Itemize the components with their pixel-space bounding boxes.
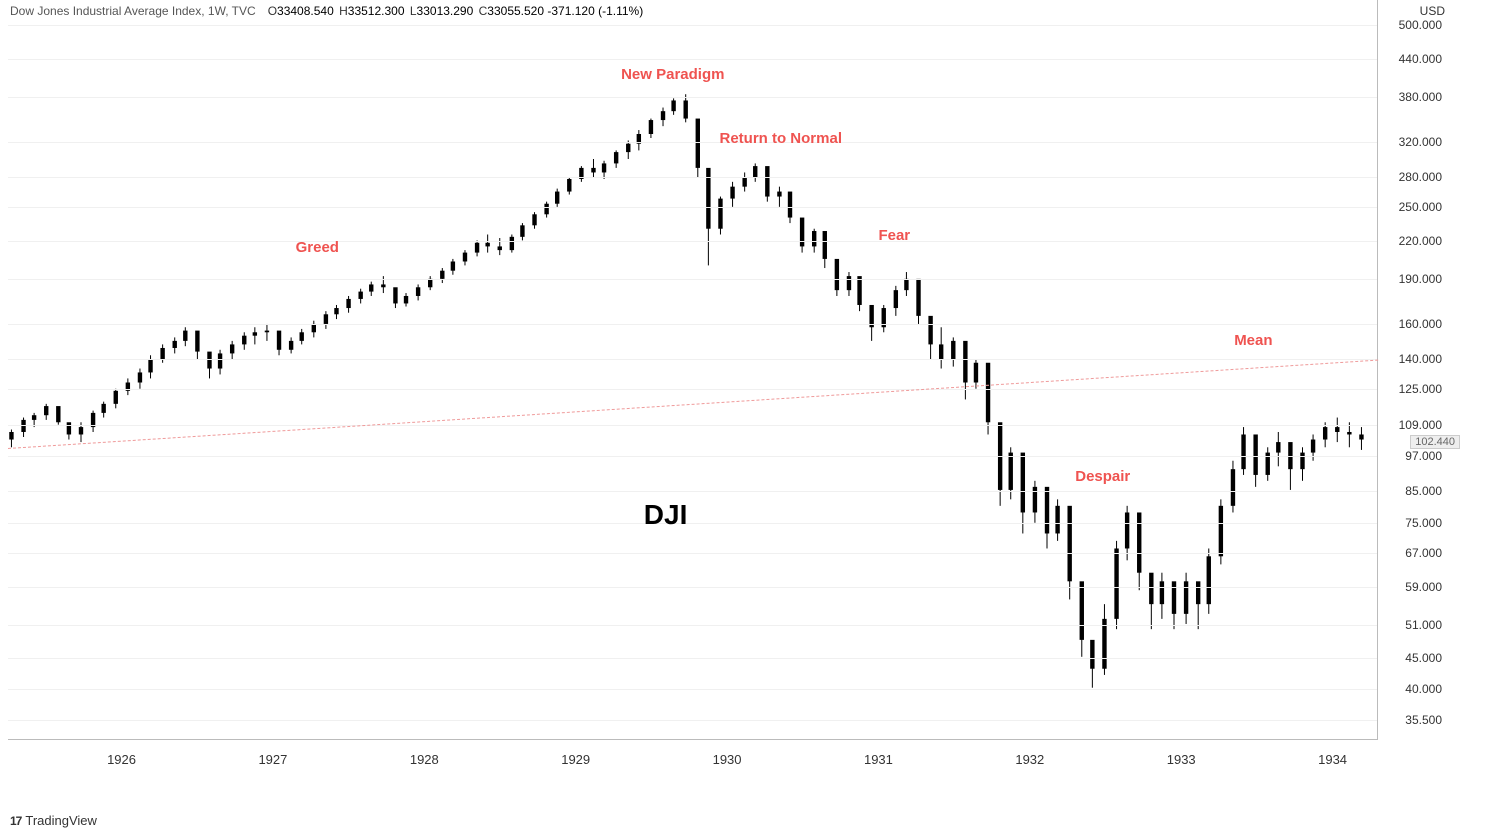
y-tick-label: 109.000: [1399, 418, 1442, 432]
annotation-greed[interactable]: Greed: [296, 239, 339, 256]
y-tick-label: 220.000: [1399, 234, 1442, 248]
annotation-new-paradigm[interactable]: New Paradigm: [621, 66, 724, 83]
y-tick-label: 59.000: [1405, 580, 1442, 594]
price-change: -371.120 (-1.11%): [547, 4, 643, 18]
x-tick-label: 1933: [1167, 752, 1196, 767]
x-tick-label: 1929: [561, 752, 590, 767]
annotation-return-to-normal[interactable]: Return to Normal: [719, 130, 842, 147]
y-tick-label: 35.500: [1405, 713, 1442, 727]
y-axis[interactable]: USD 500.000 440.000 380.000 320.000 280.000 2…: [1380, 0, 1500, 740]
x-tick-label: 1928: [410, 752, 439, 767]
y-tick-label: 280.000: [1399, 170, 1442, 184]
chart-plot-area[interactable]: Greed New Paradigm Return to Normal Fear Mea…: [8, 0, 1378, 740]
chart-header: Dow Jones Industrial Average Index, 1W, …: [10, 4, 643, 18]
annotation-mean[interactable]: Mean: [1234, 332, 1272, 349]
brand-label[interactable]: TradingView: [25, 813, 97, 828]
x-tick-label: 1934: [1318, 752, 1347, 767]
y-tick-label: 190.000: [1399, 272, 1442, 286]
y-tick-label: 320.000: [1399, 135, 1442, 149]
y-tick-label: 380.000: [1399, 90, 1442, 104]
tradingview-logo-icon: 17: [10, 814, 21, 828]
price-series: [8, 0, 1377, 739]
x-tick-label: 1930: [713, 752, 742, 767]
annotation-fear[interactable]: Fear: [878, 227, 910, 244]
chart-footer: 17 TradingView: [10, 813, 97, 828]
y-tick-label: 85.000: [1405, 484, 1442, 498]
annotation-despair[interactable]: Despair: [1075, 468, 1130, 485]
instrument-title[interactable]: Dow Jones Industrial Average Index, 1W, …: [10, 4, 256, 18]
y-tick-label: 500.000: [1399, 18, 1442, 32]
x-tick-label: 1932: [1015, 752, 1044, 767]
y-tick-label: 67.000: [1405, 546, 1442, 560]
y-tick-label: 97.000: [1405, 449, 1442, 463]
y-tick-label: 75.000: [1405, 516, 1442, 530]
x-tick-label: 1931: [864, 752, 893, 767]
x-tick-label: 1927: [258, 752, 287, 767]
x-axis[interactable]: 1926 1927 1928 1929 1930 1931 1932 1933 1934: [8, 740, 1378, 770]
y-tick-label: 140.000: [1399, 352, 1442, 366]
ohlc-block: O33408.540 H33512.300 L33013.290 C33055.…: [266, 4, 644, 18]
y-tick-label: 250.000: [1399, 200, 1442, 214]
x-tick-label: 1926: [107, 752, 136, 767]
y-tick-label: 160.000: [1399, 317, 1442, 331]
y-tick-label: 45.000: [1405, 651, 1442, 665]
current-price-marker: 102.440: [1410, 435, 1460, 449]
y-tick-label: 51.000: [1405, 618, 1442, 632]
y-tick-label: 440.000: [1399, 52, 1442, 66]
y-tick-label: 40.000: [1405, 682, 1442, 696]
y-tick-label: 125.000: [1399, 382, 1442, 396]
instrument-symbol-label: DJI: [644, 499, 688, 531]
y-axis-unit: USD: [1420, 4, 1445, 18]
